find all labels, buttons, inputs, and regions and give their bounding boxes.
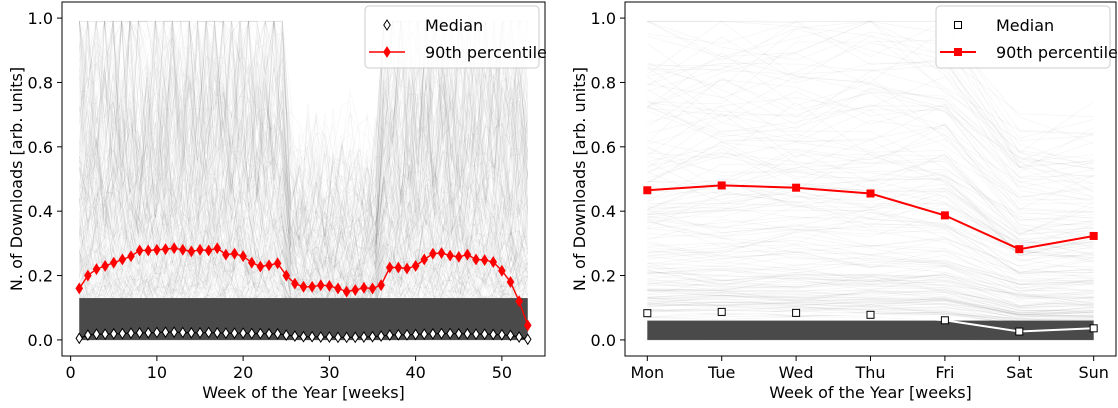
x-tick-label: Mon bbox=[630, 363, 664, 382]
legend-label: 90th percentile bbox=[425, 43, 547, 62]
x-tick-label: Thu bbox=[854, 363, 885, 382]
x-tick-label: 10 bbox=[147, 363, 167, 382]
data-point bbox=[793, 184, 800, 191]
x-tick-label: 0 bbox=[66, 363, 76, 382]
data-point bbox=[1016, 246, 1023, 253]
data-point bbox=[718, 182, 725, 189]
chart-panel-2: 0.0 0.2 0.4 0.6 0.8 1.0 Mon Tue Wed Thu Fri Sat Sun W… bbox=[570, 2, 1118, 402]
y-tick-label: 0.6 bbox=[28, 138, 53, 157]
data-point bbox=[867, 311, 874, 318]
data-point bbox=[1090, 325, 1097, 332]
y-tick-label: 0.6 bbox=[591, 138, 616, 157]
y-tick-label: 0.8 bbox=[28, 73, 53, 92]
x-tick-label: 30 bbox=[319, 363, 339, 382]
data-point bbox=[867, 190, 874, 197]
trace-line bbox=[647, 131, 1093, 221]
legend-marker bbox=[955, 49, 962, 56]
chart-panel-1: 0.0 0.2 0.4 0.6 0.8 1.0 0 10 20 30 40 50 Week of the… bbox=[7, 2, 547, 402]
legend-label: 90th percentile bbox=[996, 43, 1118, 62]
data-point bbox=[793, 309, 800, 316]
legend-label: Median bbox=[425, 16, 483, 35]
data-point bbox=[718, 308, 725, 315]
x-axis-label: Week of the Year [weeks] bbox=[769, 383, 972, 402]
y-tick-label: 0.0 bbox=[591, 331, 616, 350]
trace-cloud bbox=[647, 21, 1093, 340]
data-point bbox=[644, 187, 651, 194]
y-tick-label: 0.0 bbox=[28, 331, 53, 350]
x-tick-label: 40 bbox=[405, 363, 425, 382]
x-tick-label: Wed bbox=[779, 363, 814, 382]
y-axis-label: N. of Downloads [arb. units] bbox=[570, 67, 589, 291]
y-tick-label: 0.4 bbox=[591, 202, 616, 221]
y-axis-label: N. of Downloads [arb. units] bbox=[7, 67, 26, 291]
x-tick-label: Sat bbox=[1006, 363, 1032, 382]
data-point bbox=[644, 310, 651, 317]
y-tick-label: 0.2 bbox=[28, 267, 53, 286]
data-point bbox=[941, 212, 948, 219]
x-tick-label: Sun bbox=[1078, 363, 1108, 382]
x-tick-label: 20 bbox=[233, 363, 253, 382]
legend-label: Median bbox=[996, 16, 1054, 35]
y-tick-label: 1.0 bbox=[28, 9, 53, 28]
trace-line bbox=[647, 88, 1093, 183]
trace-line bbox=[647, 58, 1093, 167]
x-tick-label: 50 bbox=[492, 363, 512, 382]
y-tick-label: 0.8 bbox=[591, 73, 616, 92]
x-tick-label: Fri bbox=[935, 363, 954, 382]
x-axis-label: Week of the Year [weeks] bbox=[202, 383, 405, 402]
data-point bbox=[941, 317, 948, 324]
y-tick-label: 1.0 bbox=[591, 9, 616, 28]
y-tick-label: 0.2 bbox=[591, 267, 616, 286]
data-point bbox=[1016, 328, 1023, 335]
y-tick-label: 0.4 bbox=[28, 202, 53, 221]
legend-marker bbox=[955, 22, 962, 29]
data-point bbox=[1090, 232, 1097, 239]
x-tick-label: Tue bbox=[707, 363, 735, 382]
